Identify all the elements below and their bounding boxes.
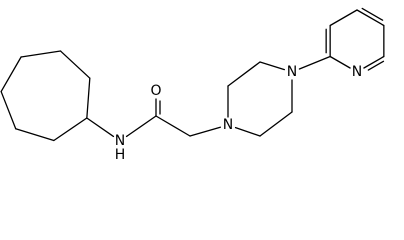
bond <box>53 117 88 142</box>
bond <box>86 117 115 138</box>
bond <box>155 115 191 137</box>
bond <box>20 50 62 58</box>
bond <box>227 61 261 87</box>
amide-nitrogen: N <box>115 133 125 149</box>
bond <box>329 9 358 27</box>
bond <box>59 50 91 79</box>
atom-labels: N H O N N N <box>115 64 363 162</box>
page: N H O N N N (() => { const data = JSON.p… <box>0 7 385 162</box>
amide-hydrogen: H <box>115 147 126 162</box>
bond <box>86 77 91 119</box>
bond <box>189 126 221 137</box>
bond <box>367 60 385 71</box>
structure: N H O N N N <box>0 7 385 162</box>
bond <box>15 128 55 142</box>
bond <box>0 90 17 130</box>
bond <box>234 126 261 137</box>
bond <box>356 9 385 27</box>
bond <box>298 55 331 70</box>
bonds <box>0 7 385 142</box>
bond <box>259 111 293 137</box>
bond <box>259 61 286 71</box>
pyridine-nitrogen: N <box>352 64 362 80</box>
piperazine-nitrogen: N <box>287 64 297 80</box>
bond <box>0 56 22 93</box>
bond <box>361 7 384 21</box>
bond <box>363 55 385 69</box>
piperazine-nitrogen: N <box>223 117 233 133</box>
bond <box>329 55 351 69</box>
carbonyl-oxygen: O <box>150 83 161 99</box>
bond <box>125 115 157 138</box>
